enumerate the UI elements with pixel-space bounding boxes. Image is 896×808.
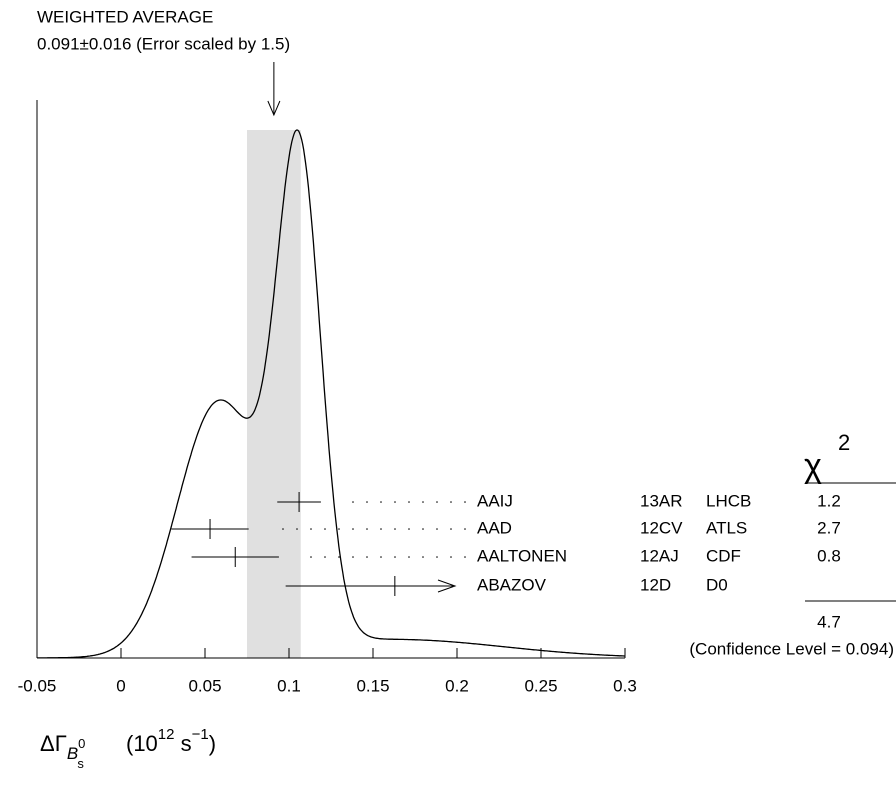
- leader-dot: [436, 528, 438, 530]
- x-label-part: 0: [78, 736, 85, 751]
- x-tick-label: 0: [116, 676, 125, 695]
- leader-dot: [324, 556, 326, 558]
- leader-dot: [282, 528, 284, 530]
- average-band: [247, 130, 301, 658]
- leader-dot: [422, 556, 424, 558]
- leader-dot: [408, 528, 410, 530]
- x-label-part: B: [67, 744, 78, 763]
- measurement-name: ABAZOV: [477, 575, 547, 594]
- chart-subtitle: 0.091±0.016 (Error scaled by 1.5): [37, 34, 290, 53]
- chi2-value: 1.2: [817, 491, 841, 510]
- leader-dot: [366, 528, 368, 530]
- leader-dot: [352, 556, 354, 558]
- x-label-part: s: [174, 731, 191, 756]
- leader-dot: [296, 528, 298, 530]
- measurement-document: 12D: [640, 575, 671, 594]
- measurement-name: AALTONEN: [477, 546, 567, 565]
- chi2-value: 0.8: [817, 546, 841, 565]
- measurement-experiment: LHCB: [706, 491, 751, 510]
- leader-dot: [464, 501, 466, 503]
- measurement-name: AAIJ: [477, 491, 513, 510]
- leader-dot: [436, 501, 438, 503]
- measurement-document: 12AJ: [640, 546, 679, 565]
- leader-dot: [352, 528, 354, 530]
- measurement-experiment: D0: [706, 575, 728, 594]
- x-tick-label: 0.3: [613, 676, 637, 695]
- chi2-symbol: χ: [804, 447, 822, 485]
- x-tick-label: 0.15: [356, 676, 389, 695]
- x-label-part: ): [209, 731, 216, 756]
- measurement-name: AAD: [477, 518, 512, 537]
- x-tick-label: 0.05: [188, 676, 221, 695]
- measurement-document: 13AR: [640, 491, 683, 510]
- leader-dot: [394, 556, 396, 558]
- leader-dot: [450, 556, 452, 558]
- x-tick-label: 0.25: [524, 676, 557, 695]
- leader-dot: [324, 528, 326, 530]
- leader-dot: [408, 556, 410, 558]
- x-axis-label: ΔΓB0 s(1012 s−1): [40, 726, 216, 771]
- leader-dot: [450, 501, 452, 503]
- leader-dot: [352, 501, 354, 503]
- leader-dot: [380, 528, 382, 530]
- confidence-level: (Confidence Level = 0.094): [689, 639, 894, 658]
- error-bar-arrow: [437, 579, 457, 593]
- chart-title: WEIGHTED AVERAGE: [37, 7, 213, 26]
- leader-dot: [366, 501, 368, 503]
- leader-dot: [408, 501, 410, 503]
- leader-dot: [394, 501, 396, 503]
- leader-dot: [310, 528, 312, 530]
- ideogram-curve: [37, 129, 625, 659]
- leader-dot: [464, 528, 466, 530]
- leader-dot: [394, 528, 396, 530]
- x-label-part: −1: [192, 726, 209, 743]
- leader-dot: [464, 556, 466, 558]
- x-label-part: s: [77, 756, 84, 771]
- leader-dot: [366, 556, 368, 558]
- leader-dot: [422, 528, 424, 530]
- leader-dot: [436, 556, 438, 558]
- chi2-total: 4.7: [817, 612, 841, 631]
- chi2-value: 2.7: [817, 518, 841, 537]
- x-label-part: ΔΓ: [40, 731, 67, 756]
- x-tick-label: 0.2: [445, 676, 469, 695]
- leader-dot: [338, 528, 340, 530]
- leader-dot: [422, 501, 424, 503]
- x-tick-label: 0.1: [277, 676, 301, 695]
- leader-dot: [380, 556, 382, 558]
- x-label-part: (10: [126, 731, 158, 756]
- x-label-part: 12: [158, 726, 175, 743]
- leader-dot: [338, 556, 340, 558]
- measurement-experiment: ATLS: [706, 518, 747, 537]
- chi2-sup: 2: [838, 430, 850, 455]
- leader-dot: [310, 556, 312, 558]
- leader-dot: [380, 501, 382, 503]
- average-arrow-head: [267, 100, 281, 117]
- leader-dot: [450, 528, 452, 530]
- measurement-document: 12CV: [640, 518, 683, 537]
- x-tick-label: -0.05: [18, 676, 57, 695]
- measurement-experiment: CDF: [706, 546, 741, 565]
